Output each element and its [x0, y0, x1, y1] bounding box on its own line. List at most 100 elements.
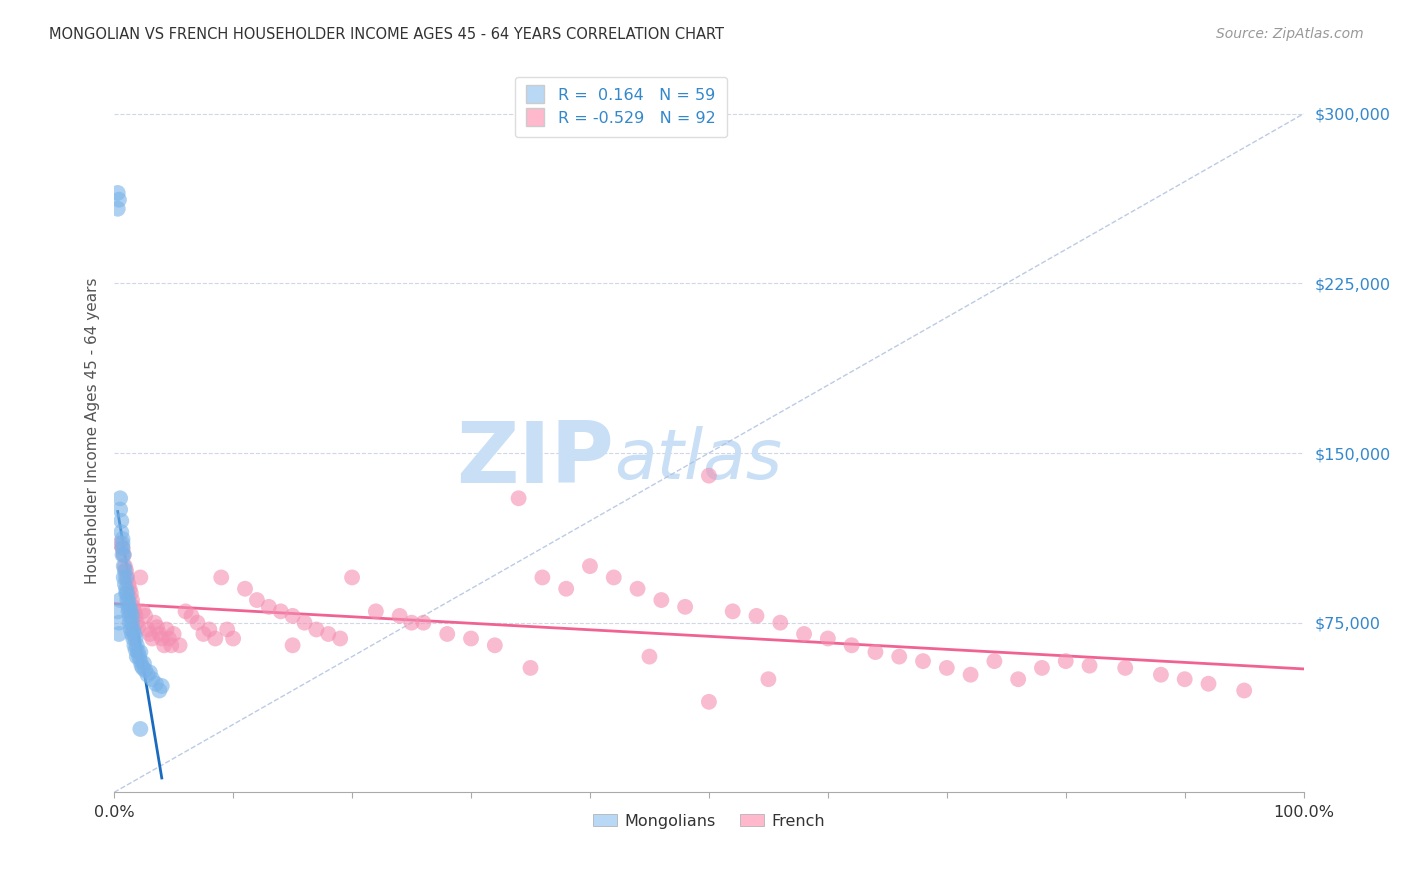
Point	[983, 654, 1005, 668]
Point	[132, 661, 155, 675]
Point	[114, 559, 136, 574]
Point	[758, 672, 780, 686]
Point	[329, 632, 352, 646]
Point	[132, 657, 155, 671]
Point	[136, 623, 159, 637]
Point	[148, 627, 170, 641]
Point	[125, 638, 148, 652]
Point	[118, 582, 141, 596]
Point	[124, 632, 146, 646]
Point	[1198, 677, 1220, 691]
Point	[124, 627, 146, 641]
Point	[114, 577, 136, 591]
Point	[108, 491, 131, 506]
Point	[110, 525, 132, 540]
Point	[555, 582, 578, 596]
Point	[180, 608, 202, 623]
Text: atlas: atlas	[614, 425, 782, 493]
Point	[246, 593, 269, 607]
Point	[111, 541, 134, 555]
Point	[508, 491, 530, 506]
Point	[117, 577, 139, 591]
Point	[150, 679, 173, 693]
Point	[124, 604, 146, 618]
Point	[124, 638, 146, 652]
Point	[233, 582, 256, 596]
Point	[122, 632, 145, 646]
Point	[141, 632, 163, 646]
Point	[603, 570, 626, 584]
Point	[112, 570, 135, 584]
Point	[124, 608, 146, 623]
Point	[697, 695, 720, 709]
Point	[107, 202, 129, 216]
Point	[153, 638, 176, 652]
Point	[209, 570, 232, 584]
Point	[121, 615, 143, 630]
Point	[412, 615, 434, 630]
Point	[460, 632, 482, 646]
Point	[121, 608, 143, 623]
Point	[841, 638, 863, 652]
Point	[139, 665, 162, 680]
Point	[401, 615, 423, 630]
Point	[141, 672, 163, 686]
Point	[1114, 661, 1136, 675]
Point	[305, 623, 328, 637]
Point	[134, 608, 156, 623]
Point	[146, 620, 169, 634]
Point	[169, 638, 191, 652]
Point	[117, 593, 139, 607]
Point	[111, 532, 134, 546]
Point	[115, 582, 138, 596]
Point	[697, 468, 720, 483]
Point	[108, 615, 131, 630]
Point	[1054, 654, 1077, 668]
Y-axis label: Householder Income Ages 45 - 64 years: Householder Income Ages 45 - 64 years	[86, 277, 100, 583]
Point	[117, 604, 139, 618]
Point	[222, 632, 245, 646]
Point	[150, 632, 173, 646]
Point	[340, 570, 363, 584]
Point	[129, 722, 152, 736]
Point	[108, 627, 131, 641]
Point	[1078, 658, 1101, 673]
Point	[118, 608, 141, 623]
Point	[281, 638, 304, 652]
Point	[281, 608, 304, 623]
Point	[108, 593, 131, 607]
Point	[638, 649, 661, 664]
Point	[115, 586, 138, 600]
Text: ZIP: ZIP	[456, 417, 614, 501]
Point	[124, 642, 146, 657]
Point	[128, 649, 150, 664]
Point	[120, 586, 142, 600]
Point	[436, 627, 458, 641]
Point	[157, 632, 180, 646]
Point	[125, 649, 148, 664]
Point	[108, 193, 131, 207]
Point	[131, 658, 153, 673]
Point	[112, 548, 135, 562]
Point	[174, 604, 197, 618]
Point	[127, 645, 149, 659]
Point	[114, 564, 136, 578]
Point	[1007, 672, 1029, 686]
Point	[129, 654, 152, 668]
Point	[121, 593, 143, 607]
Point	[111, 548, 134, 562]
Point	[531, 570, 554, 584]
Point	[935, 661, 957, 675]
Point	[626, 582, 648, 596]
Point	[108, 502, 131, 516]
Point	[111, 541, 134, 555]
Point	[160, 638, 183, 652]
Point	[1031, 661, 1053, 675]
Point	[911, 654, 934, 668]
Point	[134, 663, 156, 677]
Point	[139, 627, 162, 641]
Point	[125, 615, 148, 630]
Point	[217, 623, 239, 637]
Point	[117, 593, 139, 607]
Point	[108, 536, 131, 550]
